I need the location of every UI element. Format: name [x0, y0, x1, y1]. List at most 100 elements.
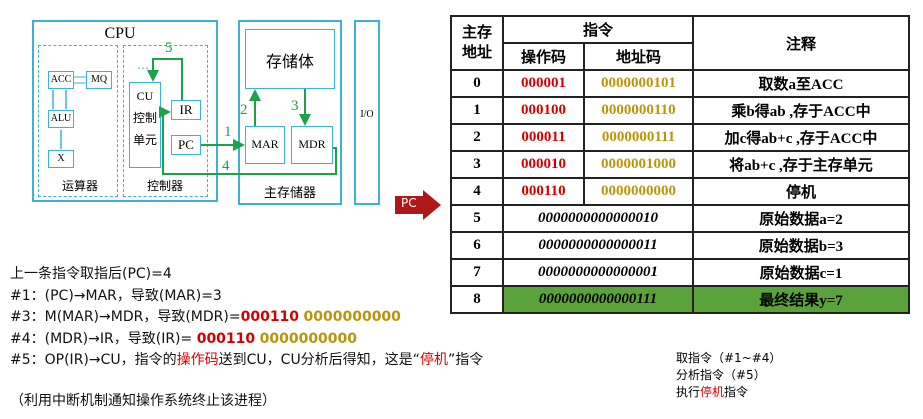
header-addrcode: 地址码	[583, 42, 694, 71]
pc-register: PC	[171, 135, 201, 155]
cu-box: CU 控制 单元	[129, 82, 161, 168]
step-5-number: 5	[165, 40, 173, 56]
remark-cell: 最终结果y=7	[692, 285, 910, 314]
pc-label: PC	[178, 137, 194, 152]
remark-cell: 取数a至ACC	[692, 69, 910, 98]
step-4-opcode: 000110	[196, 330, 256, 347]
step-5-text-b: 送到CU，CU分析后得知，这是“	[218, 352, 420, 368]
opcode-cell: 000100	[502, 96, 585, 125]
cu-sub2-label: 单元	[132, 133, 157, 147]
step-1-number: 1	[224, 124, 232, 140]
opcode-cell: 000110	[502, 177, 585, 206]
alu-register: ALU	[48, 110, 74, 128]
table-row: 7 0000000000000001 原始数据c=1	[450, 258, 910, 287]
table-row: 6 0000000000000011 原始数据b=3	[450, 231, 910, 260]
remark-cell: 乘b得ab ,存于ACC中	[692, 96, 910, 125]
address-cell: 1	[450, 96, 504, 125]
addrcode-cell: 0000000000	[583, 177, 694, 206]
remark-cell: 原始数据c=1	[692, 258, 910, 287]
pc-pointer-arrow: PC	[395, 190, 443, 224]
step-4-number: 4	[222, 158, 230, 174]
cpu-box	[32, 20, 218, 202]
summary: 取指令（#1~#4） 分析指令（#5） 执行停机指令	[676, 350, 781, 401]
mar-register: MAR	[245, 126, 285, 164]
address-cell: 0	[450, 69, 504, 98]
control-unit-label: 控制器	[146, 179, 183, 193]
mq-label: MQ	[90, 74, 108, 85]
mdr-label: MDR	[298, 137, 326, 151]
pc-pointer-label: PC	[401, 196, 417, 210]
ir-register: IR	[171, 100, 201, 120]
cu-label: CU	[136, 89, 154, 103]
remark-cell: 原始数据a=2	[692, 204, 910, 233]
x-register: X	[48, 150, 74, 168]
addrcode-cell: 0000000110	[583, 96, 694, 125]
table-row: 4 000110 0000000000 停机	[450, 177, 910, 206]
step-3-number: 3	[291, 98, 299, 114]
step-3-opcode: 000110	[240, 309, 300, 325]
opcode-cell: 000001	[502, 69, 585, 98]
step-5-text-a: #5：OP(IR)→CU，指令的	[10, 352, 177, 368]
summary-exec-a: 执行	[676, 385, 701, 399]
intro-line: 上一条指令取指后(PC)=4	[10, 266, 172, 282]
header-opcode: 操作码	[502, 42, 585, 71]
summary-exec-b: 指令	[724, 385, 749, 399]
summary-fetch: 取指令（#1~#4）	[676, 351, 782, 365]
storage-label: 存储体	[265, 52, 314, 71]
step-5-halt-word: 停机	[419, 352, 448, 368]
table-row: 5 0000000000000010 原始数据a=2	[450, 204, 910, 233]
address-cell: 6	[450, 231, 504, 260]
step-2-number: 2	[240, 102, 248, 118]
memory-box	[238, 20, 342, 205]
cpu-label: CPU	[104, 25, 136, 42]
step-3-address: 0000000000	[303, 309, 401, 325]
header-address-text: 主存地址	[461, 25, 492, 61]
step-4-text: #4：(MDR)→IR，导致(IR)=	[10, 330, 197, 347]
alu-unit-label: 运算器	[61, 179, 98, 193]
mq-register: MQ	[86, 71, 112, 89]
address-cell: 2	[450, 123, 504, 152]
address-cell: 5	[450, 204, 504, 233]
addrcode-cell: 0000001000	[583, 150, 694, 179]
steps-text: 上一条指令取指后(PC)=4 #1：(PC)→MAR，导致(MAR)=3 #3：…	[10, 264, 483, 412]
address-cell: 8	[450, 285, 504, 314]
acc-register: ACC	[48, 71, 74, 89]
step-4-address: 0000000000	[259, 330, 358, 347]
memory-table: 主存地址 指令 注释 操作码 地址码 0 000001 0000000101 取数a至…	[450, 15, 910, 314]
path-5	[147, 58, 183, 100]
acc-alu-arrows	[52, 90, 67, 149]
summary-exec: 执行停机指令	[676, 384, 781, 401]
note-line: （利用中断机制通知操作系统终止该进程）	[10, 392, 276, 409]
control-unit-frame	[123, 45, 208, 197]
remark-cell: 原始数据b=3	[692, 231, 910, 260]
data-cell: 0000000000000011	[502, 231, 694, 260]
acc-mq-arrows	[74, 76, 86, 84]
step-3-text: #3：M(MAR)→MDR，导致(MDR)=	[10, 309, 241, 325]
addrcode-cell: 0000000101	[583, 69, 694, 98]
opcode-cell: 000011	[502, 123, 585, 152]
data-cell: 0000000000000111	[502, 285, 694, 314]
step-4-line: #4：(MDR)→IR，导致(IR)= 000110 0000000000	[10, 329, 483, 351]
summary-analyze: 分析指令（#5）	[676, 368, 766, 382]
remark-cell: 将ab+c ,存于主存单元	[692, 150, 910, 179]
header-instruction: 指令	[502, 15, 694, 44]
x-label: X	[57, 153, 65, 164]
table-row: 1 000100 0000000110 乘b得ab ,存于ACC中	[450, 96, 910, 125]
step-5-opcode-word: 操作码	[176, 352, 219, 368]
path-4	[159, 106, 337, 175]
table-row: 3 000010 0000001000 将ab+c ,存于主存单元	[450, 150, 910, 179]
memory-label: 主存储器	[263, 186, 316, 201]
table-row: 8 0000000000000111 最终结果y=7	[450, 285, 910, 314]
header-remark: 注释	[692, 15, 910, 71]
summary-exec-halt: 停机	[700, 385, 725, 399]
remark-cell: 停机	[692, 177, 910, 206]
remark-cell: 加c得ab+c ,存于ACC中	[692, 123, 910, 152]
header-address: 主存地址	[450, 15, 504, 71]
alu-unit-frame	[38, 45, 118, 197]
address-cell: 7	[450, 258, 504, 287]
io-box	[354, 20, 380, 205]
opcode-cell: 000010	[502, 150, 585, 179]
addrcode-cell: 0000000111	[583, 123, 694, 152]
alu-label: ALU	[50, 113, 72, 124]
cu-sub-label: 控制	[132, 111, 157, 125]
